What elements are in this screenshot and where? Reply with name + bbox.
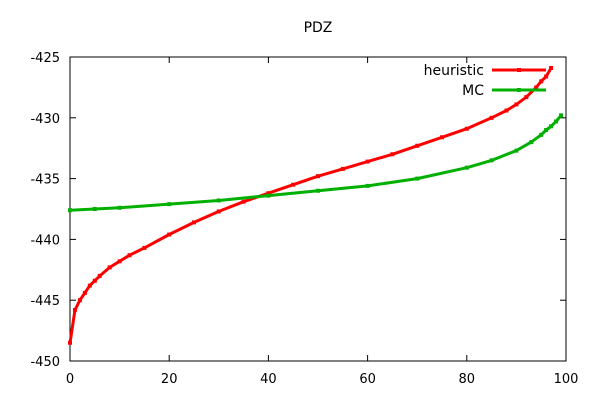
data-point-mc (266, 193, 271, 198)
data-point-heuristic (92, 278, 97, 283)
x-tick-label: 60 (359, 372, 376, 387)
y-tick-label: -440 (30, 233, 60, 248)
y-tick-label: -445 (30, 294, 60, 309)
data-point-mc (514, 148, 519, 153)
data-point-heuristic (142, 245, 147, 250)
data-point-heuristic (216, 209, 221, 214)
data-point-mc (167, 202, 172, 207)
x-tick-label: 20 (161, 372, 178, 387)
data-point-heuristic (241, 199, 246, 204)
plot-frame (69, 56, 567, 362)
data-point-mc (365, 183, 370, 188)
data-point-heuristic (82, 290, 87, 295)
x-tick-label: 40 (260, 372, 277, 387)
data-point-heuristic (97, 273, 102, 278)
data-point-heuristic (266, 191, 271, 196)
data-point-heuristic (464, 126, 469, 131)
data-point-heuristic (549, 65, 554, 70)
data-point-mc (529, 140, 534, 145)
data-point-heuristic (544, 74, 549, 79)
data-point-mc (554, 119, 559, 124)
data-point-mc (489, 158, 494, 163)
data-point-heuristic (390, 152, 395, 157)
data-point-mc (316, 188, 320, 193)
data-point-heuristic (68, 340, 72, 345)
data-point-heuristic (440, 135, 444, 140)
data-point-heuristic (117, 259, 122, 264)
series-line-mc (69, 114, 563, 212)
data-point-heuristic (340, 166, 345, 171)
data-point-heuristic (77, 298, 82, 303)
data-point-heuristic (539, 79, 544, 84)
series-layer (68, 65, 564, 345)
legend-label-heuristic: heuristic (424, 63, 484, 79)
data-point-mc (559, 113, 564, 118)
legend-marker-mc (517, 88, 521, 92)
data-point-mc (544, 127, 549, 132)
data-point-heuristic (489, 115, 494, 120)
data-point-mc (117, 205, 122, 210)
data-point-heuristic (316, 174, 320, 179)
y-tick-label: -430 (30, 112, 60, 127)
data-point-heuristic (87, 283, 92, 288)
data-point-heuristic (107, 265, 112, 270)
data-point-heuristic (504, 108, 509, 113)
y-tick-label: -435 (30, 173, 60, 188)
legend-label-mc: MC (462, 83, 484, 99)
data-point-mc (549, 124, 554, 129)
data-point-heuristic (534, 85, 539, 90)
data-point-mc (464, 165, 469, 170)
data-point-mc (539, 132, 544, 137)
data-point-heuristic (72, 307, 77, 312)
data-point-heuristic (167, 232, 172, 237)
legend: heuristic MC (424, 63, 546, 99)
data-point-heuristic (365, 159, 370, 164)
legend-marker-heuristic (517, 68, 521, 72)
data-point-heuristic (415, 143, 420, 148)
data-point-mc (68, 208, 72, 213)
chart-title: PDZ (304, 20, 333, 36)
x-tick-label: 0 (66, 372, 74, 387)
data-point-heuristic (192, 220, 196, 225)
data-point-heuristic (524, 95, 529, 100)
x-tick-label: 80 (459, 372, 476, 387)
data-point-heuristic (291, 182, 296, 187)
data-point-heuristic (127, 253, 132, 258)
x-tick-label: 100 (554, 372, 579, 387)
data-point-heuristic (514, 102, 519, 107)
data-point-mc (415, 176, 420, 181)
data-point-mc (216, 198, 221, 203)
data-point-mc (92, 207, 97, 211)
axes: 0 20 40 60 80 100 -450 -445 -440 -435 -430 -425 (30, 51, 578, 387)
y-tick-label: -425 (30, 51, 60, 66)
y-tick-label: -450 (30, 355, 60, 370)
